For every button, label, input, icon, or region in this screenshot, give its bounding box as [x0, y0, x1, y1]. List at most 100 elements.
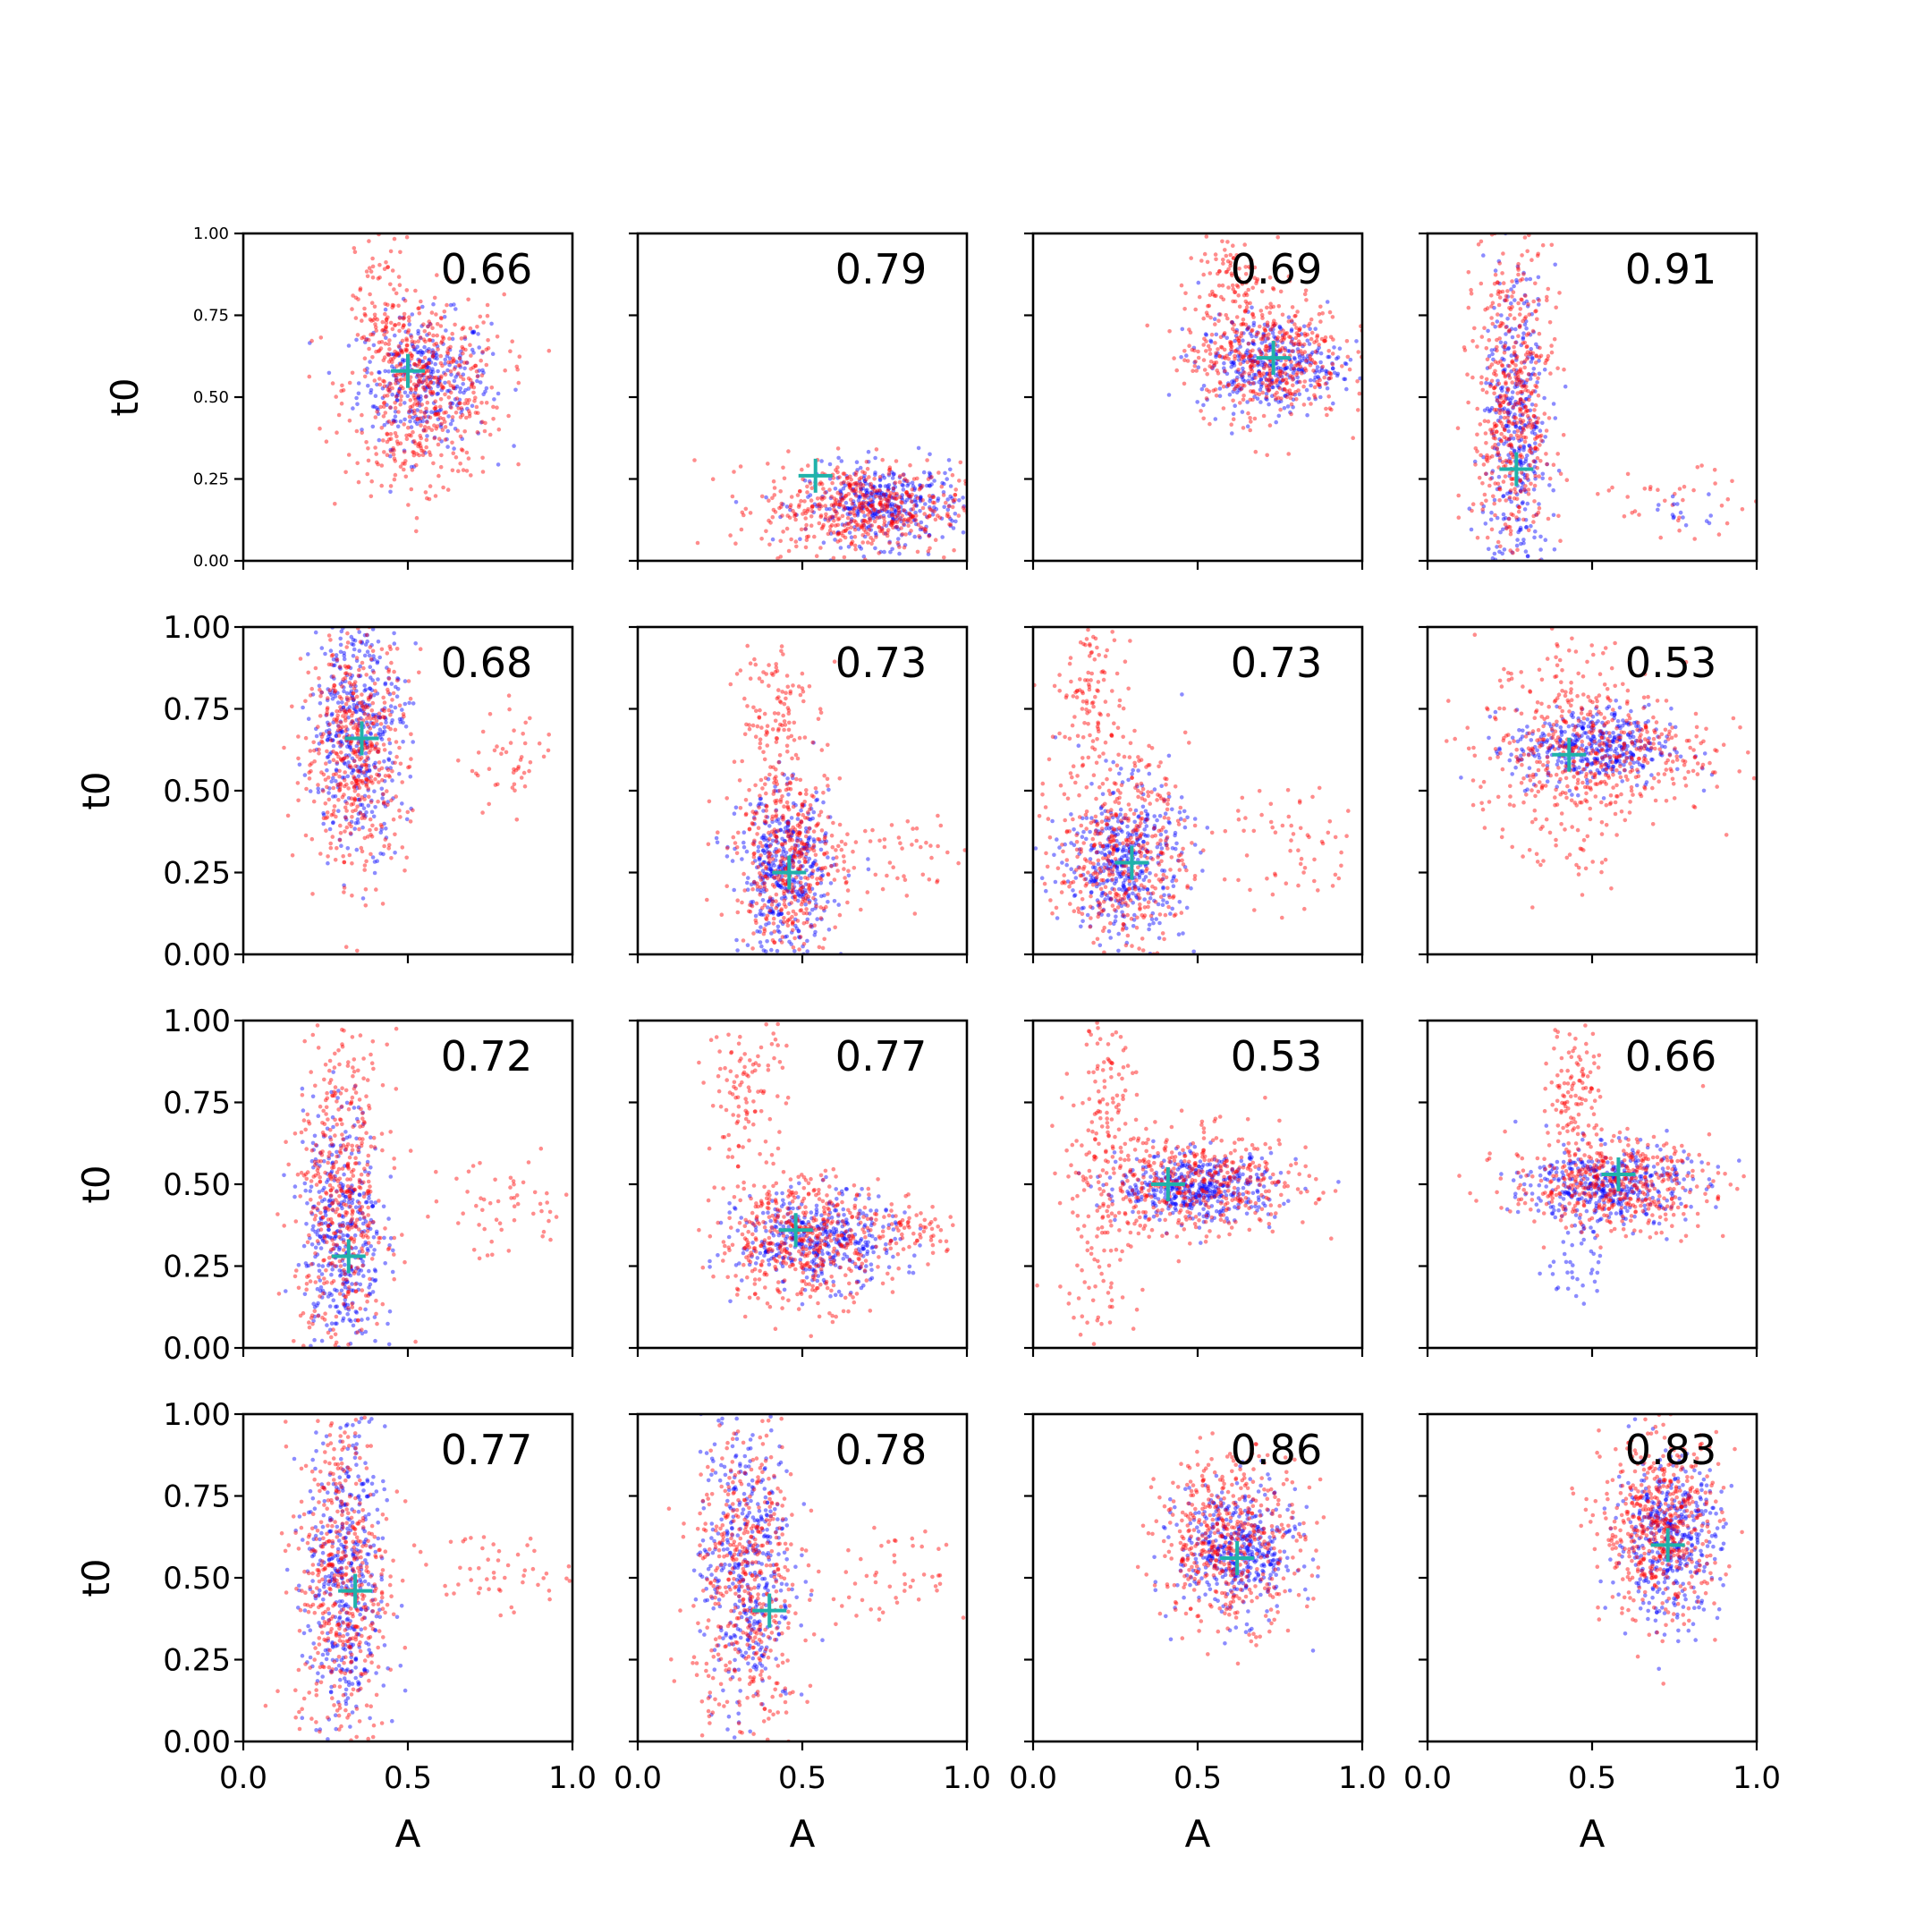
- scatter-point: [765, 845, 769, 850]
- scatter-point: [945, 497, 950, 502]
- scatter-point: [393, 760, 397, 766]
- scatter-point: [799, 884, 803, 888]
- scatter-point: [328, 738, 334, 743]
- scatter-point: [732, 470, 736, 474]
- scatter-point: [1506, 443, 1511, 448]
- scatter-point: [1510, 395, 1514, 401]
- scatter-point: [349, 824, 353, 829]
- scatter-point: [383, 326, 388, 332]
- scatter-point: [822, 908, 826, 913]
- scatter-point: [426, 383, 431, 388]
- scatter-point: [1524, 333, 1530, 337]
- scatter-point: [785, 781, 790, 786]
- scatter-point: [350, 894, 354, 898]
- scatter-point: [371, 724, 377, 729]
- scatter-point: [1289, 328, 1294, 334]
- scatter-point: [857, 477, 862, 481]
- scatter-point: [386, 315, 390, 320]
- scatter-point: [342, 689, 346, 694]
- scatter-point: [471, 351, 476, 355]
- scatter-point: [382, 379, 387, 384]
- scatter-point: [777, 929, 782, 935]
- scatter-point: [1498, 359, 1503, 364]
- scatter-point: [464, 398, 469, 402]
- scatter-point: [1493, 347, 1497, 352]
- scatter-point: [352, 686, 357, 691]
- scatter-point: [1532, 446, 1538, 452]
- scatter-point: [1526, 487, 1531, 492]
- scatter-point: [450, 331, 455, 336]
- scatter-point: [1658, 535, 1663, 540]
- scatter-point: [781, 530, 785, 534]
- scatter-point: [1482, 326, 1487, 331]
- scatter-point: [1525, 476, 1530, 480]
- scatter-point: [335, 713, 341, 718]
- scatter-point: [1241, 338, 1245, 343]
- scatter-point: [369, 732, 374, 737]
- scatter-point: [830, 515, 835, 521]
- scatter-point: [326, 370, 332, 376]
- scatter-point: [365, 746, 369, 750]
- scatter-point: [847, 485, 852, 489]
- scatter-point: [885, 533, 890, 538]
- scatter-point: [435, 392, 440, 396]
- scatter-point: [865, 507, 869, 512]
- scatter-point: [1262, 375, 1267, 379]
- scatter-point: [805, 509, 810, 513]
- scatter-point: [1524, 524, 1529, 530]
- scatter-point: [856, 495, 861, 499]
- scatter-point: [789, 816, 794, 820]
- scatter-point: [1250, 360, 1256, 364]
- scatter-point: [1283, 346, 1288, 351]
- scatter-point: [1530, 430, 1535, 435]
- scatter-point: [343, 679, 348, 683]
- scatter-point: [1531, 427, 1537, 432]
- scatter-point: [427, 357, 432, 362]
- scatter-point: [515, 367, 520, 372]
- scatter-point: [468, 343, 472, 348]
- scatter-point: [1498, 415, 1504, 419]
- scatter-point: [1258, 385, 1264, 389]
- scatter-point: [860, 504, 866, 508]
- scatter-point: [411, 429, 415, 435]
- scatter-point: [807, 817, 811, 822]
- scatter-point: [1519, 407, 1523, 412]
- scatter-point: [423, 394, 428, 399]
- scatter-point: [348, 739, 353, 744]
- scatter-point: [861, 499, 866, 504]
- scatter-point: [430, 354, 436, 360]
- scatter-point: [1193, 307, 1198, 312]
- scatter-point: [818, 480, 823, 485]
- scatter-point: [382, 422, 387, 428]
- scatter-point: [393, 405, 398, 411]
- scatter-point: [812, 534, 817, 539]
- scatter-point: [812, 892, 818, 897]
- scatter-point: [445, 350, 450, 354]
- scatter-point: [1267, 387, 1271, 393]
- scatter-point: [329, 750, 334, 755]
- scatter-point: [1513, 326, 1518, 332]
- scatter-point: [923, 529, 928, 534]
- scatter-point: [340, 758, 345, 763]
- scatter-point: [783, 826, 788, 830]
- scatter-point: [351, 293, 355, 298]
- scatter-point: [344, 691, 350, 696]
- scatter-point: [1351, 436, 1355, 441]
- scatter-point: [359, 845, 364, 851]
- scatter-point: [1511, 360, 1515, 366]
- scatter-point: [388, 766, 394, 770]
- scatter-point: [1487, 338, 1492, 343]
- scatter-point: [902, 500, 908, 504]
- scatter-point: [376, 411, 381, 417]
- scatter-point: [1496, 450, 1501, 454]
- scatter-point: [1483, 431, 1488, 436]
- scatter-point: [890, 496, 894, 500]
- scatter-point: [373, 394, 378, 399]
- scatter-point: [1497, 394, 1502, 400]
- scatter-point: [920, 484, 925, 488]
- scatter-point: [452, 386, 456, 391]
- scatter-point: [1489, 470, 1495, 475]
- scatter-point: [795, 817, 801, 821]
- scatter-point: [484, 401, 489, 405]
- scatter-point: [862, 479, 868, 484]
